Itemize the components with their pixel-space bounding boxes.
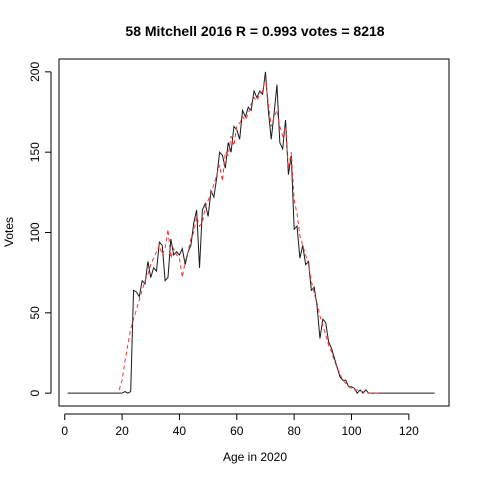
y-axis-label: Votes <box>2 217 16 247</box>
y-axis: 0 50 100 150 200 <box>28 62 52 396</box>
x-axis: 0 20 40 60 80 100 120 <box>61 413 419 438</box>
x-axis-label: Age in 2020 <box>223 450 287 464</box>
x-tick-label: 120 <box>399 424 419 438</box>
y-tick-label: 150 <box>28 142 42 162</box>
x-tick-label: 60 <box>230 424 244 438</box>
x-tick-label: 80 <box>287 424 301 438</box>
y-tick-label: 100 <box>28 222 42 242</box>
y-tick-label: 200 <box>28 62 42 82</box>
plot-frame <box>58 58 450 407</box>
x-tick-label: 40 <box>173 424 187 438</box>
y-tick-label: 50 <box>28 306 42 320</box>
series-line-dashed <box>118 78 381 394</box>
y-tick-label: 0 <box>28 389 42 396</box>
x-tick-label: 100 <box>341 424 361 438</box>
chart-title: 58 Mitchell 2016 R = 0.993 votes = 8218 <box>125 23 384 39</box>
series-line-solid <box>67 71 435 394</box>
series-layer <box>67 71 435 394</box>
x-tick-label: 0 <box>61 424 68 438</box>
x-tick-label: 20 <box>115 424 129 438</box>
